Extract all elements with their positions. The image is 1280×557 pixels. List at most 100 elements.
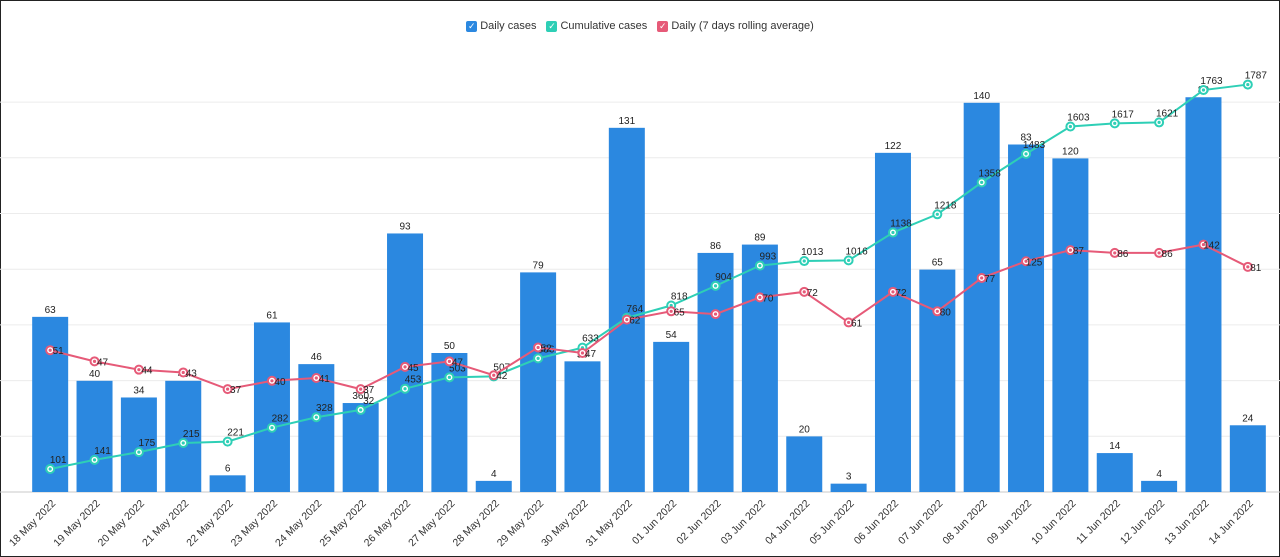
cumulative-point-dot bbox=[1157, 120, 1161, 125]
x-tick-label: 05 Jun 2022 bbox=[807, 498, 856, 547]
average-point-dot bbox=[48, 348, 52, 352]
cumulative-point-label: 1016 bbox=[845, 246, 868, 257]
average-point-dot bbox=[669, 309, 673, 313]
cumulative-point-dot bbox=[1201, 88, 1206, 92]
legend-item-1[interactable]: ✓ Cumulative cases bbox=[546, 20, 647, 32]
daily-bar bbox=[786, 436, 823, 492]
average-point-dot bbox=[226, 387, 230, 391]
daily-bar bbox=[342, 403, 379, 492]
cumulative-point-dot bbox=[1024, 152, 1028, 156]
average-point-label: 43 bbox=[186, 368, 198, 379]
legend-label: Cumulative cases bbox=[560, 20, 648, 32]
cumulative-point-dot bbox=[847, 258, 851, 262]
daily-bar bbox=[76, 380, 113, 492]
average-point-label: 87 bbox=[1073, 246, 1085, 257]
x-tick-label: 14 Jun 2022 bbox=[1207, 498, 1256, 547]
cumulative-point-label: 1013 bbox=[801, 247, 824, 258]
cumulative-point-dot bbox=[137, 450, 141, 454]
daily-bar-label: 360 bbox=[352, 391, 369, 402]
cumulative-point-dot bbox=[935, 212, 939, 216]
daily-bar-label: 4 bbox=[491, 469, 497, 480]
average-point-dot bbox=[492, 373, 496, 377]
cumulative-point-label: 1483 bbox=[1023, 140, 1046, 151]
legend-checkbox-icon[interactable]: ✓ bbox=[466, 20, 478, 32]
cumulative-point-label: 221 bbox=[227, 428, 244, 439]
cumulative-point-label: 904 bbox=[715, 272, 732, 283]
average-point-label: 86 bbox=[1162, 249, 1174, 260]
x-tick-label: 13 Jun 2022 bbox=[1162, 498, 1211, 547]
daily-bar bbox=[298, 364, 335, 492]
cumulative-point-label: 503 bbox=[449, 363, 466, 374]
cumulative-point-label: 818 bbox=[671, 291, 688, 302]
legend-checkbox-icon[interactable]: ✓ bbox=[546, 20, 558, 32]
x-tick-label: 10 Jun 2022 bbox=[1029, 498, 1078, 547]
daily-bar bbox=[120, 397, 157, 492]
cumulative-point-label: 328 bbox=[316, 403, 333, 414]
cumulative-point-label: 1621 bbox=[1156, 108, 1179, 119]
daily-bar bbox=[165, 380, 202, 492]
cumulative-point-label: 101 bbox=[50, 455, 67, 466]
daily-bar-label: 61 bbox=[266, 310, 278, 321]
average-point-label: 62 bbox=[629, 316, 641, 327]
cumulative-point-label: 1787 bbox=[1245, 71, 1268, 82]
average-point-dot bbox=[403, 365, 407, 369]
x-tick-label: 03 Jun 2022 bbox=[719, 498, 768, 547]
legend-checkbox-icon[interactable]: ✓ bbox=[657, 20, 669, 32]
average-point-dot bbox=[847, 320, 851, 325]
daily-bar-label: 50 bbox=[444, 341, 456, 352]
cumulative-point-dot bbox=[181, 441, 185, 445]
average-point-dot bbox=[1246, 265, 1250, 269]
legend-item-0[interactable]: ✓ Daily cases bbox=[466, 20, 536, 32]
daily-bar bbox=[209, 475, 246, 492]
daily-bar bbox=[1229, 425, 1266, 492]
average-point-dot bbox=[536, 345, 540, 350]
daily-bar-label: 20 bbox=[799, 424, 811, 435]
daily-bar-label: 63 bbox=[45, 305, 57, 316]
average-point-dot bbox=[980, 276, 984, 280]
daily-bar bbox=[1141, 480, 1178, 492]
average-point-label: 37 bbox=[230, 385, 242, 396]
average-point-label: 47 bbox=[452, 357, 464, 368]
average-point-label: 65 bbox=[674, 307, 686, 318]
average-point-label: 81 bbox=[1250, 263, 1262, 274]
x-tick-label: 01 Jun 2022 bbox=[630, 498, 679, 547]
x-tick-label: 04 Jun 2022 bbox=[763, 498, 812, 547]
cumulative-point-label: 175 bbox=[139, 438, 156, 449]
average-point-label: 45 bbox=[407, 363, 419, 374]
cumulative-point-label: 586 bbox=[538, 344, 555, 355]
daily-bar-label: 122 bbox=[885, 141, 902, 152]
x-tick-label: 11 Jun 2022 bbox=[1074, 498, 1123, 547]
average-point-dot bbox=[270, 379, 274, 383]
daily-bar bbox=[1096, 453, 1133, 492]
daily-bar-label: 120 bbox=[1062, 146, 1079, 157]
average-point-label: 51 bbox=[53, 346, 65, 357]
daily-bar bbox=[475, 480, 512, 492]
x-tick-label: 08 Jun 2022 bbox=[940, 498, 989, 547]
cumulative-point-dot bbox=[669, 303, 673, 308]
average-point-dot bbox=[580, 351, 585, 355]
daily-bar-label: 79 bbox=[533, 260, 545, 271]
cumulative-point-label: 215 bbox=[183, 429, 200, 440]
average-point-dot bbox=[1024, 259, 1028, 263]
cumulative-point-label: 507 bbox=[493, 362, 510, 373]
average-point-dot bbox=[713, 312, 718, 316]
x-tick-label: 06 Jun 2022 bbox=[852, 498, 901, 547]
cumulative-point-label: 141 bbox=[94, 446, 111, 457]
average-point-label: 41 bbox=[319, 374, 331, 385]
cumulative-point-dot bbox=[403, 387, 407, 391]
legend-item-2[interactable]: ✓ Daily (7 days rolling average) bbox=[657, 20, 814, 32]
daily-bar bbox=[1185, 97, 1222, 493]
average-point-label: 47 bbox=[97, 357, 109, 368]
average-point-label: 44 bbox=[141, 366, 153, 377]
average-point-dot bbox=[447, 359, 451, 363]
cumulative-point-dot bbox=[713, 284, 718, 288]
cumulative-point-dot bbox=[536, 356, 540, 360]
x-tick-label: 09 Jun 2022 bbox=[985, 498, 1034, 547]
legend-label: Daily (7 days rolling average) bbox=[671, 20, 814, 32]
cumulative-point-label: 633 bbox=[582, 334, 599, 345]
daily-bar-label: 34 bbox=[133, 385, 145, 396]
cumulative-point-label: 453 bbox=[405, 375, 422, 386]
cumulative-point-label: 1358 bbox=[979, 168, 1002, 179]
average-point-label: 86 bbox=[1117, 249, 1129, 260]
